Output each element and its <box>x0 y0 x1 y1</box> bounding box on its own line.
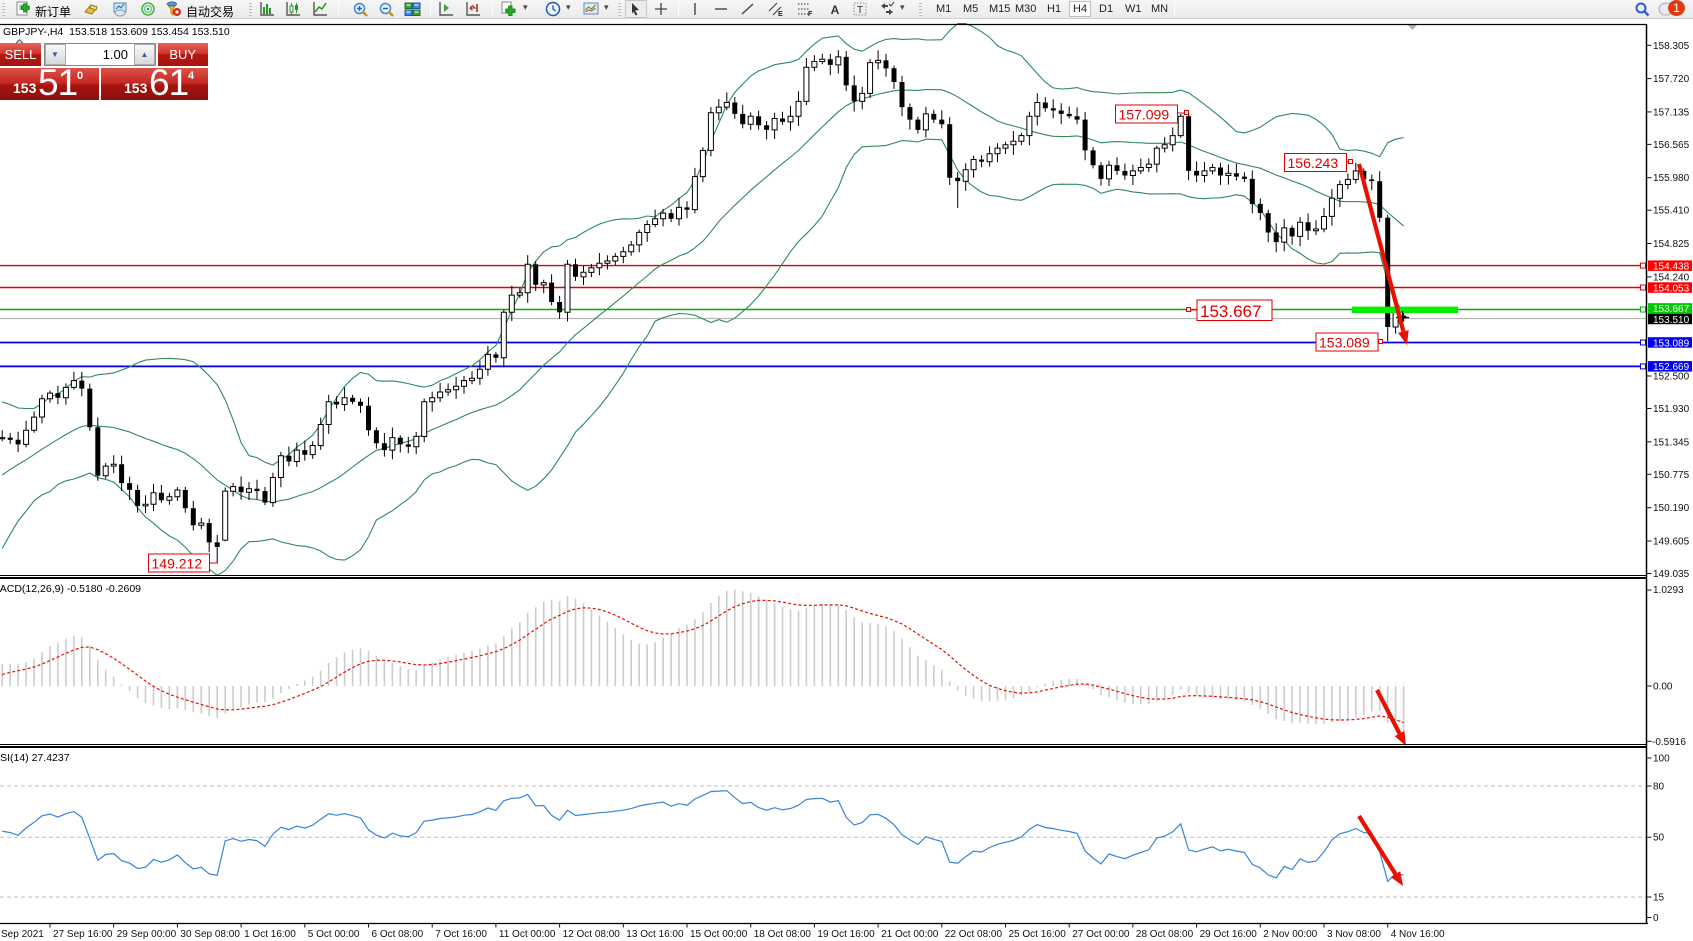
svg-text:T: T <box>857 5 863 16</box>
svg-text:150.775: 150.775 <box>1653 470 1690 481</box>
svg-text:151.930: 151.930 <box>1653 404 1690 415</box>
svg-text:149.212: 149.212 <box>152 556 203 572</box>
svg-text:154.240: 154.240 <box>1653 272 1690 283</box>
svg-text:4 Nov 16:00: 4 Nov 16:00 <box>1391 929 1445 940</box>
svg-text:155.410: 155.410 <box>1653 206 1690 217</box>
svg-text:28 Oct 08:00: 28 Oct 08:00 <box>1136 929 1194 940</box>
svg-text:152.500: 152.500 <box>1653 372 1690 383</box>
svg-text:157.135: 157.135 <box>1653 107 1690 118</box>
svg-text:1 Oct 16:00: 1 Oct 16:00 <box>244 929 296 940</box>
svg-text:15 Oct 00:00: 15 Oct 00:00 <box>690 929 748 940</box>
svg-text:158.305: 158.305 <box>1653 41 1690 52</box>
svg-text:F: F <box>808 11 813 17</box>
svg-text:29 Oct 16:00: 29 Oct 16:00 <box>1200 929 1258 940</box>
svg-text:18 Oct 08:00: 18 Oct 08:00 <box>754 929 812 940</box>
svg-text:1.0293: 1.0293 <box>1653 585 1684 596</box>
svg-text:0: 0 <box>1653 913 1659 924</box>
svg-text:50: 50 <box>1653 833 1665 844</box>
svg-text:GBPJPY-,H4 153.518 153.609 15: GBPJPY-,H4 153.518 153.609 153.454 153.5… <box>3 26 230 38</box>
svg-text:100: 100 <box>1653 754 1670 765</box>
svg-text:E: E <box>778 11 783 17</box>
svg-text:151.345: 151.345 <box>1653 437 1690 448</box>
svg-text:5 Oct 00:00: 5 Oct 00:00 <box>308 929 360 940</box>
svg-text:149.605: 149.605 <box>1653 537 1690 548</box>
svg-text:22 Oct 08:00: 22 Oct 08:00 <box>945 929 1003 940</box>
svg-text:-0.5916: -0.5916 <box>1652 737 1686 748</box>
svg-text:30 Sep 08:00: 30 Sep 08:00 <box>180 929 240 940</box>
svg-text:0.00: 0.00 <box>1653 682 1673 693</box>
svg-text:25 Oct 16:00: 25 Oct 16:00 <box>1009 929 1067 940</box>
svg-text:7 Oct 16:00: 7 Oct 16:00 <box>435 929 487 940</box>
svg-text:MACD(12,26,9) -0.5180 -0.2609: MACD(12,26,9) -0.5180 -0.2609 <box>0 583 141 595</box>
svg-text:153.089: 153.089 <box>1319 335 1370 351</box>
svg-text:21 Oct 00:00: 21 Oct 00:00 <box>881 929 939 940</box>
svg-text:153.667: 153.667 <box>1200 302 1261 321</box>
svg-text:157.099: 157.099 <box>1119 107 1170 123</box>
svg-text:29 Sep 00:00: 29 Sep 00:00 <box>117 929 177 940</box>
svg-text:RSI(14) 27.4237: RSI(14) 27.4237 <box>0 752 70 764</box>
svg-text:154.825: 154.825 <box>1653 239 1690 250</box>
svg-text:153.089: 153.089 <box>1653 338 1690 349</box>
svg-text:153.510: 153.510 <box>1653 315 1690 326</box>
svg-text:15: 15 <box>1653 893 1665 904</box>
svg-text:154.438: 154.438 <box>1653 261 1690 272</box>
svg-text:152.669: 152.669 <box>1653 362 1690 373</box>
svg-text:13 Oct 16:00: 13 Oct 16:00 <box>626 929 684 940</box>
svg-text:156.243: 156.243 <box>1288 155 1339 171</box>
svg-text:11 Oct 00:00: 11 Oct 00:00 <box>499 929 556 940</box>
svg-text:Sep 2021: Sep 2021 <box>1 929 44 940</box>
svg-text:154.053: 154.053 <box>1653 283 1690 294</box>
svg-text:27 Sep 16:00: 27 Sep 16:00 <box>53 929 113 940</box>
svg-text:155.980: 155.980 <box>1653 173 1690 184</box>
svg-text:12 Oct 08:00: 12 Oct 08:00 <box>563 929 621 940</box>
svg-text:149.035: 149.035 <box>1653 569 1690 580</box>
svg-text:27 Oct 00:00: 27 Oct 00:00 <box>1072 929 1130 940</box>
svg-text:153.667: 153.667 <box>1653 304 1690 315</box>
svg-text:156.565: 156.565 <box>1653 140 1690 151</box>
svg-text:2 Nov 00:00: 2 Nov 00:00 <box>1263 929 1317 940</box>
svg-text:150.190: 150.190 <box>1653 503 1690 514</box>
svg-text:157.720: 157.720 <box>1653 74 1690 85</box>
svg-text:3 Nov 08:00: 3 Nov 08:00 <box>1327 929 1381 940</box>
svg-text:80: 80 <box>1653 782 1665 793</box>
svg-text:6 Oct 08:00: 6 Oct 08:00 <box>372 929 424 940</box>
svg-text:19 Oct 16:00: 19 Oct 16:00 <box>817 929 875 940</box>
